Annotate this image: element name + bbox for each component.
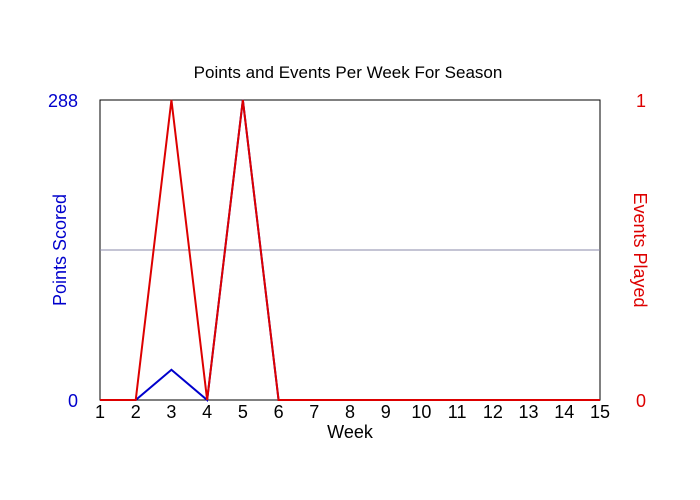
x-tick-label: 10: [411, 402, 431, 422]
x-tick-label: 9: [381, 402, 391, 422]
x-tick-label: 4: [202, 402, 212, 422]
x-tick-label: 6: [274, 402, 284, 422]
x-tick-label: 14: [554, 402, 574, 422]
x-axis-label: Week: [327, 422, 374, 442]
right-tick-label: 0: [636, 391, 646, 411]
left-axis-label: Points Scored: [50, 194, 70, 306]
series-lines: [100, 99, 600, 402]
right-axis-label: Events Played: [630, 192, 650, 307]
x-tick-label: 5: [238, 402, 248, 422]
right-tick-label: 1: [636, 91, 646, 111]
x-tick-label: 1: [95, 402, 105, 422]
series-line-right: [100, 99, 600, 401]
x-tick-label: 8: [345, 402, 355, 422]
left-tick-labels: 0 288: [48, 91, 78, 411]
x-tick-label: 2: [131, 402, 141, 422]
left-tick-label: 0: [68, 391, 78, 411]
x-tick-label: 7: [309, 402, 319, 422]
left-tick-label: 288: [48, 91, 78, 111]
x-tick-label: 12: [483, 402, 503, 422]
x-tick-label: 15: [590, 402, 610, 422]
x-tick-label: 13: [519, 402, 539, 422]
x-tick-label: 3: [166, 402, 176, 422]
x-tick-label: 11: [448, 402, 467, 422]
x-tick-labels: 1 2 3 4 5 6 7 8 9 10 11 12 13 14 15: [95, 402, 610, 422]
chart-title: Points and Events Per Week For Season: [194, 63, 503, 82]
right-tick-labels: 01: [636, 91, 646, 411]
